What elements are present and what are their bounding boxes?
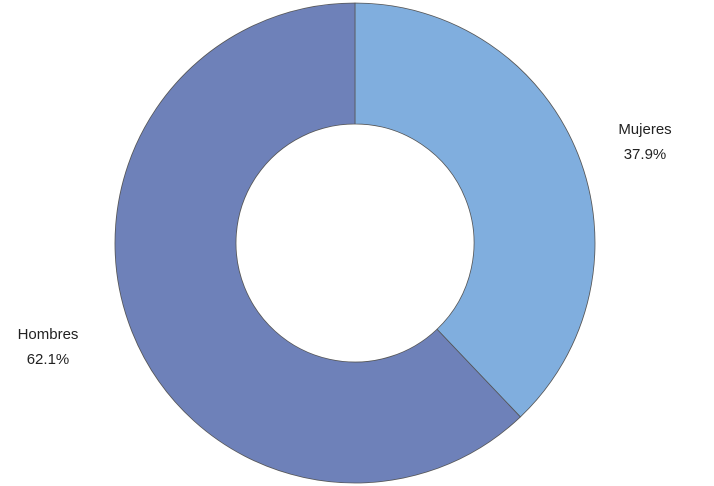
donut-segment — [354, 2, 596, 418]
category-label: Mujeres — [618, 121, 671, 138]
value-label: 62.1% — [27, 351, 70, 368]
value-label: 37.9% — [624, 146, 667, 163]
category-label: Hombres — [18, 326, 79, 343]
donut-segment — [114, 2, 521, 484]
